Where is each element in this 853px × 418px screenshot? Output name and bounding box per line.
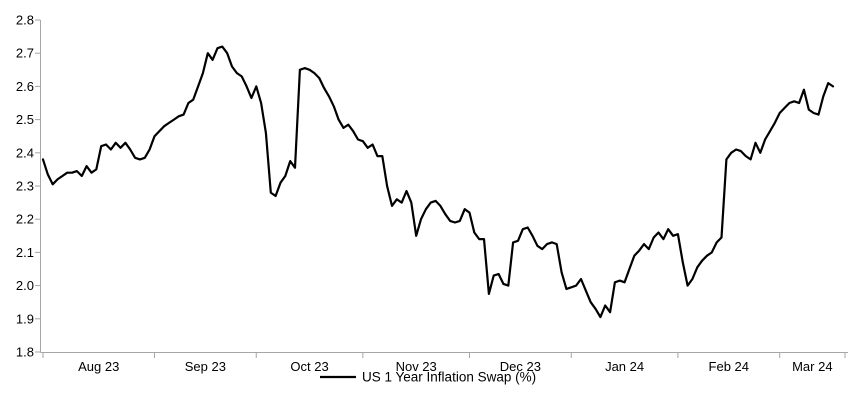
y-axis-tick-label: 2.4: [16, 145, 34, 160]
series-line-us-1y-inflation-swap: [41, 45, 835, 319]
series-group: [41, 45, 835, 319]
y-axis-tick-label: 2.3: [16, 179, 34, 194]
y-axis-tick-label: 1.9: [16, 311, 34, 326]
x-axis-tick-label: Feb 24: [709, 359, 749, 374]
x-axis: Aug 23 Sep 23 Oct 23 Nov 23 Dec 23 Jan 24 Feb …: [40, 352, 848, 374]
x-axis-tick-label: Aug 23: [78, 359, 119, 374]
y-axis-tick-label: 1.8: [16, 345, 34, 360]
x-axis-tick-label: Mar 24: [792, 359, 832, 374]
legend-label: US 1 Year Inflation Swap (%): [362, 370, 536, 385]
y-axis: 2.8 2.7 2.6 2.5 2.4 2.3 2.2 2.1 2.0 1.9 1.8: [16, 13, 41, 360]
y-axis-tick-label: 2.0: [16, 278, 34, 293]
y-axis-tick-label: 2.5: [16, 112, 34, 127]
x-axis-tick-label: Sep 23: [185, 359, 226, 374]
y-axis-tick-label: 2.1: [16, 245, 34, 260]
y-axis-tick-label: 2.2: [16, 212, 34, 227]
x-axis-tick-label: Jan 24: [605, 359, 644, 374]
x-axis-tick-label: Dec 23: [500, 359, 541, 374]
x-axis-tick-label: Nov 23: [396, 359, 437, 374]
y-axis-tick-label: 2.8: [16, 13, 34, 28]
legend: US 1 Year Inflation Swap (%): [320, 370, 536, 385]
y-axis-tick-label: 2.6: [16, 79, 34, 94]
x-axis-tick-label: Oct 23: [290, 359, 328, 374]
y-axis-tick-label: 2.7: [16, 46, 34, 61]
